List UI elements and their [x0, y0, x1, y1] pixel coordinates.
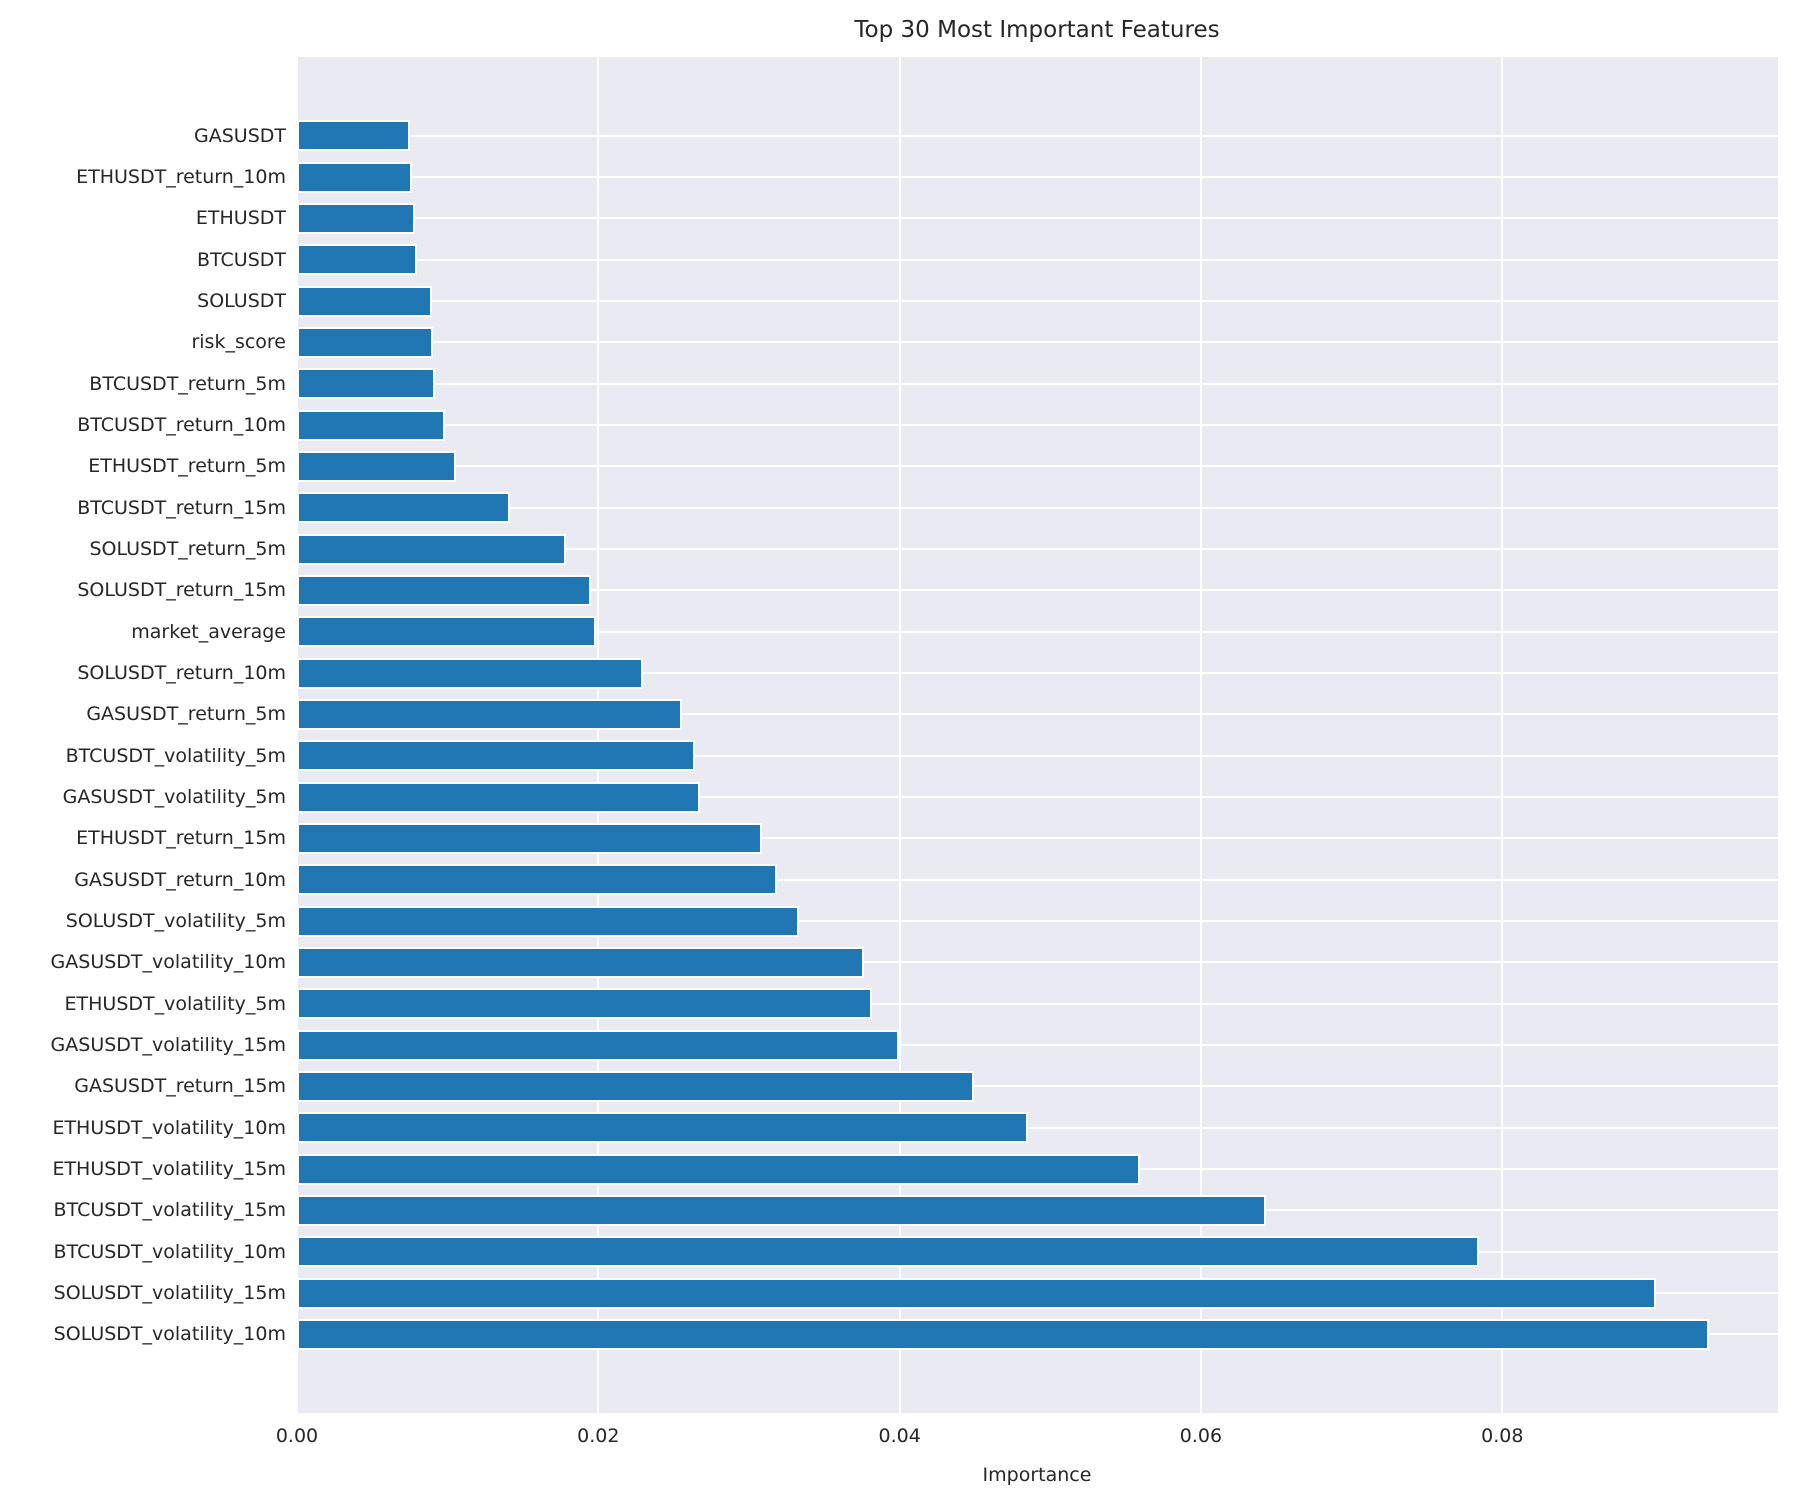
x-gridline	[296, 57, 298, 1413]
y-tick-label: BTCUSDT_volatility_5m	[65, 744, 286, 767]
x-tick-label: 0.04	[878, 1425, 921, 1447]
bar-SOLUSDT_return_10m	[297, 657, 643, 689]
bar-risk_score	[297, 326, 434, 358]
y-gridline	[297, 300, 1778, 302]
y-tick-label: ETHUSDT_return_15m	[76, 827, 286, 850]
y-tick-label: ETHUSDT_volatility_5m	[64, 992, 286, 1015]
y-gridline	[297, 176, 1778, 178]
x-gridline	[1501, 57, 1504, 1413]
x-tick-label: 0.00	[275, 1425, 319, 1447]
bar-SOLUSDT_return_5m	[297, 533, 566, 565]
y-tick-label: GASUSDT	[194, 124, 286, 147]
y-gridline	[297, 1085, 1778, 1088]
y-tick-label: BTCUSDT_volatility_10m	[53, 1240, 286, 1263]
bar-ETHUSDT_return_5m	[297, 450, 456, 482]
y-gridline	[297, 878, 1778, 881]
y-gridline	[297, 754, 1778, 757]
bar-ETHUSDT	[297, 202, 415, 234]
bar-SOLUSDT	[297, 285, 432, 317]
y-gridline	[297, 672, 1778, 674]
y-gridline	[297, 961, 1778, 964]
bar-SOLUSDT_return_15m	[297, 574, 592, 606]
y-gridline	[297, 589, 1778, 592]
y-tick-label: GASUSDT_return_5m	[86, 703, 286, 726]
bar-SOLUSDT_volatility_15m	[297, 1277, 1657, 1309]
y-gridline	[297, 796, 1778, 798]
y-tick-label: ETHUSDT_volatility_15m	[52, 1158, 286, 1180]
y-tick-label: ETHUSDT	[195, 207, 286, 230]
bar-ETHUSDT_volatility_15m	[297, 1153, 1140, 1185]
bar-market_average	[297, 616, 596, 648]
y-tick-label: GASUSDT_return_10m	[74, 868, 286, 891]
plot-area	[296, 57, 1778, 1413]
y-gridline	[297, 424, 1778, 426]
bar-GASUSDT_return_10m	[297, 864, 777, 896]
bar-ETHUSDT_volatility_5m	[297, 988, 872, 1020]
y-gridline	[297, 920, 1778, 922]
y-tick-label: GASUSDT_return_15m	[74, 1075, 286, 1098]
y-gridline	[297, 258, 1778, 261]
y-tick-label: SOLUSDT_volatility_10m	[53, 1323, 286, 1346]
y-tick-label: BTCUSDT_return_5m	[89, 372, 286, 395]
y-tick-label: GASUSDT_volatility_5m	[62, 786, 286, 808]
y-tick-label: BTCUSDT	[197, 248, 286, 271]
y-tick-label: SOLUSDT	[197, 290, 286, 312]
y-tick-label: BTCUSDT_return_10m	[77, 414, 286, 436]
y-gridline	[297, 837, 1778, 840]
bar-GASUSDT	[297, 120, 411, 152]
bar-SOLUSDT_volatility_10m	[297, 1318, 1710, 1350]
bar-GASUSDT_volatility_5m	[297, 781, 700, 813]
y-gridline	[297, 506, 1778, 509]
y-tick-label: SOLUSDT_volatility_15m	[53, 1282, 286, 1304]
bar-BTCUSDT_volatility_15m	[297, 1194, 1267, 1226]
x-tick-label: 0.02	[577, 1425, 620, 1447]
y-tick-label: SOLUSDT_return_15m	[77, 579, 286, 602]
x-axis-label: Importance	[982, 1464, 1092, 1486]
y-gridline	[297, 713, 1778, 716]
y-tick-label: market_average	[131, 620, 286, 643]
y-tick-label: SOLUSDT_volatility_5m	[65, 910, 286, 932]
y-tick-label: risk_score	[191, 331, 286, 354]
bar-ETHUSDT_return_15m	[297, 822, 762, 854]
bar-BTCUSDT_return_10m	[297, 409, 446, 441]
x-gridline	[1199, 57, 1202, 1413]
bar-ETHUSDT_volatility_10m	[297, 1112, 1029, 1144]
y-gridline	[297, 1002, 1778, 1005]
y-gridline	[297, 382, 1778, 385]
bar-GASUSDT_volatility_10m	[297, 946, 864, 978]
bar-SOLUSDT_volatility_5m	[297, 905, 800, 937]
y-tick-label: BTCUSDT_volatility_15m	[53, 1199, 286, 1222]
chart-title: Top 30 Most Important Features	[854, 17, 1220, 43]
bar-ETHUSDT_return_10m	[297, 161, 412, 193]
y-gridline	[297, 630, 1778, 633]
y-tick-label: ETHUSDT_return_5m	[88, 455, 286, 478]
bar-BTCUSDT_volatility_5m	[297, 740, 696, 772]
y-gridline	[297, 341, 1778, 344]
bar-BTCUSDT_return_15m	[297, 492, 510, 524]
y-tick-label: GASUSDT_volatility_15m	[50, 1034, 286, 1056]
y-tick-label: SOLUSDT_return_10m	[77, 662, 286, 684]
y-tick-label: ETHUSDT_return_10m	[76, 166, 286, 188]
bar-BTCUSDT_volatility_10m	[297, 1236, 1479, 1268]
y-tick-label: ETHUSDT_volatility_10m	[52, 1116, 286, 1139]
y-gridline	[297, 134, 1778, 137]
bar-GASUSDT_return_5m	[297, 698, 682, 730]
y-tick-label: GASUSDT_volatility_10m	[50, 951, 286, 974]
x-gridline	[898, 57, 901, 1413]
y-gridline	[297, 1044, 1778, 1046]
x-tick-label: 0.06	[1179, 1425, 1223, 1447]
x-tick-label: 0.08	[1481, 1425, 1524, 1447]
bar-GASUSDT_return_15m	[297, 1070, 974, 1102]
bar-GASUSDT_volatility_15m	[297, 1029, 899, 1061]
y-gridline	[297, 217, 1778, 220]
y-gridline	[297, 1126, 1778, 1129]
x-gridline	[597, 57, 600, 1413]
bar-BTCUSDT_return_5m	[297, 368, 435, 400]
y-tick-label: SOLUSDT_return_5m	[89, 538, 286, 560]
bar-BTCUSDT	[297, 244, 417, 276]
y-tick-label: BTCUSDT_return_15m	[77, 496, 286, 519]
y-gridline	[297, 548, 1778, 550]
y-gridline	[297, 465, 1778, 468]
